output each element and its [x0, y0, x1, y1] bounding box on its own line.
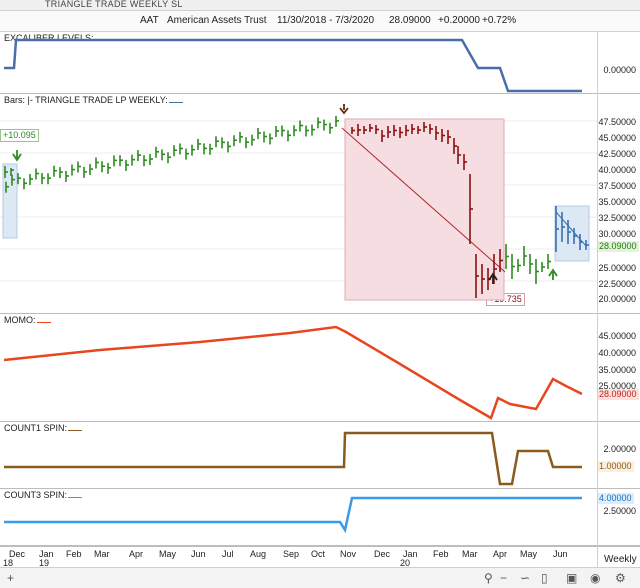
month-label: Mar — [462, 549, 478, 559]
month-label: Feb — [66, 549, 82, 559]
price-change: +0.20000 — [438, 15, 480, 26]
month-label: Feb — [433, 549, 449, 559]
search-icon[interactable]: ⚲ — [484, 571, 493, 585]
axis-divider — [597, 32, 598, 567]
momo-axis-tick: 45.00000 — [598, 331, 636, 341]
last-price: 28.09000 — [389, 15, 431, 26]
price-axis-tick: 37.50000 — [598, 181, 636, 191]
layout-icon[interactable]: ▣ — [566, 571, 578, 585]
year-label: 19 — [39, 558, 50, 568]
count3-plot — [4, 496, 582, 534]
momo-axis-tick: 35.00000 — [598, 365, 636, 375]
month-label: May — [159, 549, 177, 559]
year-label: 20 — [400, 558, 411, 568]
month-label: Mar — [94, 549, 110, 559]
momo-label: MOMO: — [4, 315, 51, 325]
date-axis[interactable]: Dec Jan Feb Mar Apr May Jun Jul Aug Sep … — [0, 546, 640, 568]
trend-line — [341, 127, 506, 273]
candlestick-icon[interactable]: ▯ — [541, 571, 548, 585]
up-arrow-marker — [548, 268, 558, 280]
zoom-out-icon[interactable]: − — [500, 571, 508, 585]
symbol-name: American Assets Trust — [167, 15, 267, 26]
price-axis-tick: 32.50000 — [598, 213, 636, 223]
price-axis-tick: 25.00000 — [598, 263, 636, 273]
price-panel-label: Bars: |- TRIANGLE TRADE LP WEEKLY: — [4, 95, 183, 105]
month-label: Jan — [39, 549, 54, 559]
price-axis-tick: 22.50000 — [598, 279, 636, 289]
price-axis-tick: 40.00000 — [598, 165, 636, 175]
price-badge: 28.09000 — [597, 241, 639, 252]
up-arrow-marker — [488, 272, 498, 284]
price-axis-tick: 35.00000 — [598, 197, 636, 207]
excaliber-line — [4, 38, 582, 93]
palette-icon[interactable]: ◉ — [590, 571, 601, 585]
triangle-box — [554, 205, 590, 262]
price-plot — [0, 104, 598, 301]
price-axis-tick: 42.50000 — [598, 149, 636, 159]
count1-plot — [4, 431, 582, 486]
month-label: Jul — [222, 549, 234, 559]
window-title: TRIANGLE TRADE WEEKLY SL — [45, 0, 183, 9]
count1-badge: 1.00000 — [597, 461, 634, 472]
symbol-info-bar: AAT American Assets Trust 11/30/2018 - 7… — [0, 11, 640, 32]
month-label: Jan — [403, 549, 418, 559]
excaliber-axis-label: 0.00000 — [603, 65, 636, 75]
momo-badge: 28.09000 — [597, 389, 639, 400]
month-label: Jun — [191, 549, 206, 559]
price-axis-tick: 47.50000 — [598, 117, 636, 127]
add-icon[interactable]: + — [7, 571, 15, 585]
timeframe-label[interactable]: Weekly — [604, 554, 637, 565]
month-label: Oct — [311, 549, 326, 559]
trade-box — [344, 118, 505, 301]
year-label: 18 — [3, 558, 14, 568]
month-label: Aug — [250, 549, 267, 559]
price-panel[interactable]: Bars: |- TRIANGLE TRADE LP WEEKLY: 47.50… — [0, 94, 640, 314]
momo-axis-tick: 25.00000 — [598, 381, 636, 391]
count1-axis-tick: 2.00000 — [603, 444, 636, 454]
month-label: Dec — [374, 549, 391, 559]
count3-badge: 4.00000 — [597, 493, 634, 504]
count1-label: COUNT1 SPIN: — [4, 423, 83, 433]
count3-axis-tick: 2.50000 — [603, 506, 636, 516]
count1-panel[interactable]: COUNT1 SPIN: 2.00000 1.00000 — [0, 422, 640, 489]
month-label: Jun — [553, 549, 568, 559]
date-range[interactable]: 11/30/2018 - 7/3/2020 — [277, 15, 375, 26]
down-arrow-marker — [339, 104, 349, 115]
count3-label: COUNT3 SPIN: — [4, 490, 83, 500]
month-label: May — [520, 549, 538, 559]
bottom-toolbar: + ⚲ − ∽ ▯ ▣ ◉ ⚙ — [0, 567, 640, 588]
count1-line — [4, 431, 582, 486]
momo-line — [3, 325, 583, 420]
count3-panel[interactable]: COUNT3 SPIN: 2.50000 4.00000 — [0, 489, 640, 546]
price-axis-tick: 30.00000 — [598, 229, 636, 239]
triangle-line — [555, 211, 587, 247]
month-label: Dec — [9, 549, 26, 559]
price-axis-tick: 45.00000 — [598, 133, 636, 143]
price-change-pct: +0.72% — [482, 15, 517, 26]
month-label: Apr — [129, 549, 144, 559]
momo-panel[interactable]: MOMO: 45.00000 40.00000 35.00000 25.0000… — [0, 314, 640, 422]
momo-axis-tick: 40.00000 — [598, 348, 636, 358]
entry-arrow-marker — [12, 150, 22, 162]
excaliber-plot — [4, 38, 582, 93]
gear-icon[interactable]: ⚙ — [615, 571, 626, 585]
month-label: Nov — [340, 549, 357, 559]
count3-line — [4, 496, 582, 534]
window-title-bar: TRIANGLE TRADE WEEKLY SL — [0, 0, 640, 11]
price-axis-tick: 20.00000 — [598, 294, 636, 304]
month-label: Sep — [283, 549, 300, 559]
chart-type-icon[interactable]: ∽ — [520, 571, 531, 585]
momo-plot — [3, 325, 583, 420]
month-label: Apr — [493, 549, 508, 559]
entry-annotation: +10.095 — [0, 129, 39, 142]
symbol-ticker[interactable]: AAT — [140, 15, 159, 26]
